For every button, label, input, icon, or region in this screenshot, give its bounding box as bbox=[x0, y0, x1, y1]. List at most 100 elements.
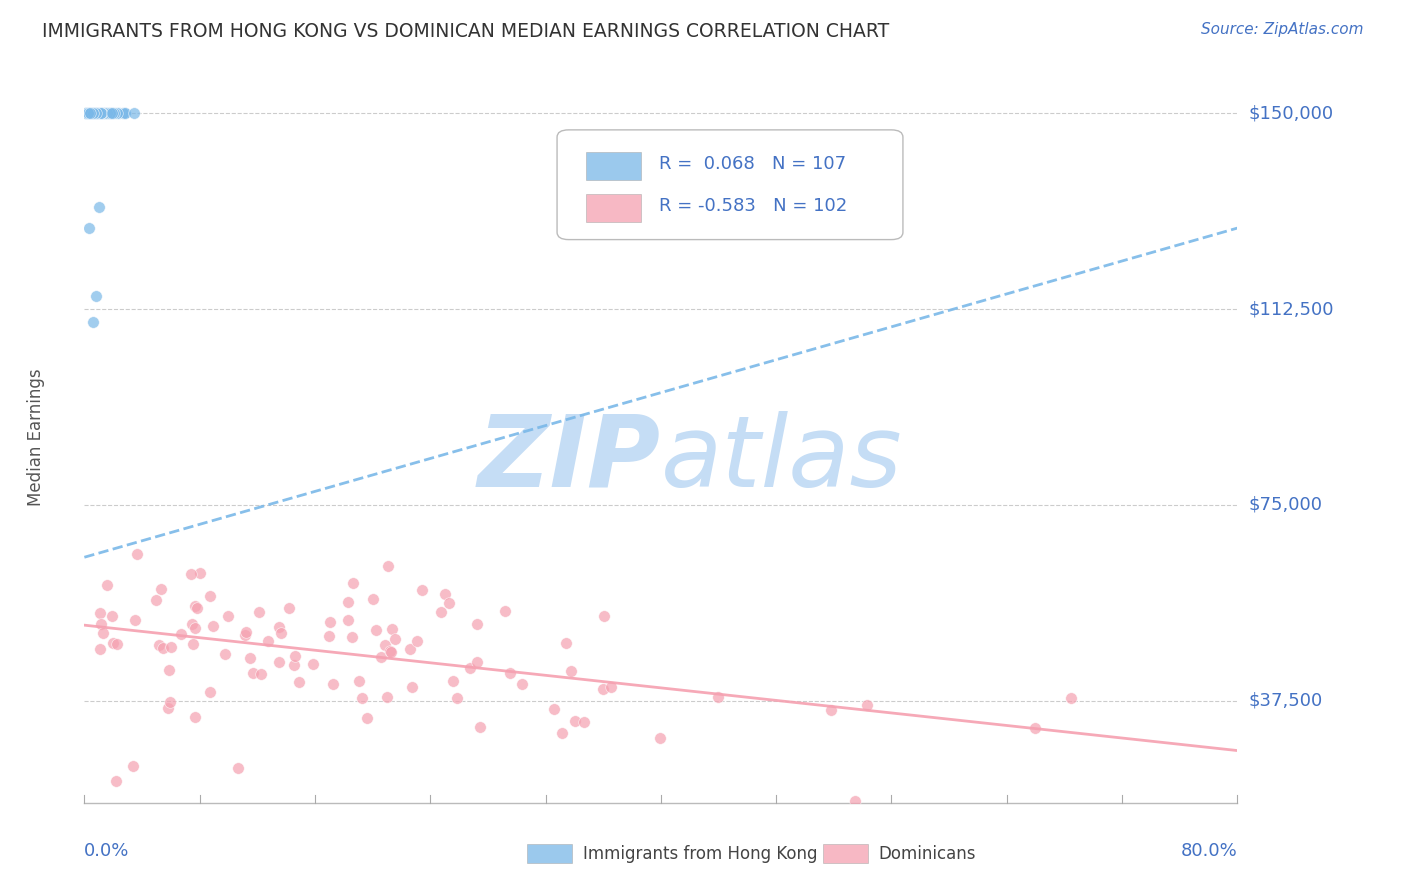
Point bbox=[336, 613, 359, 627]
Point bbox=[82, 106, 104, 120]
Text: $37,500: $37,500 bbox=[1249, 692, 1323, 710]
Point bbox=[512, 677, 534, 691]
Point bbox=[77, 106, 100, 120]
Point bbox=[83, 106, 105, 120]
Point bbox=[198, 589, 221, 603]
Point bbox=[105, 106, 128, 120]
Point bbox=[820, 703, 842, 717]
Point bbox=[82, 106, 104, 120]
Point bbox=[322, 676, 344, 690]
Point bbox=[380, 645, 402, 659]
Point bbox=[399, 642, 422, 657]
Point bbox=[75, 106, 97, 120]
Point bbox=[470, 720, 492, 734]
Point bbox=[352, 691, 374, 706]
Point bbox=[242, 666, 264, 681]
Point bbox=[411, 582, 433, 597]
Point bbox=[75, 106, 97, 120]
Point bbox=[152, 640, 174, 655]
Point bbox=[75, 106, 97, 120]
Point bbox=[494, 604, 516, 618]
Point bbox=[560, 664, 582, 678]
Point bbox=[80, 106, 103, 120]
Point bbox=[98, 106, 121, 120]
Point bbox=[79, 106, 101, 120]
Point bbox=[101, 608, 124, 623]
Point bbox=[184, 710, 207, 724]
Point bbox=[401, 680, 423, 694]
Point bbox=[82, 106, 104, 120]
Point bbox=[543, 702, 565, 716]
Point bbox=[342, 576, 364, 591]
Point bbox=[83, 106, 105, 120]
Point bbox=[75, 106, 97, 120]
Point bbox=[77, 106, 100, 120]
Point bbox=[82, 315, 104, 329]
Point bbox=[124, 106, 146, 120]
Point bbox=[564, 714, 586, 729]
Point bbox=[77, 106, 100, 120]
Point bbox=[76, 106, 98, 120]
Point bbox=[184, 599, 207, 613]
Point bbox=[82, 106, 104, 120]
Point bbox=[76, 106, 98, 120]
Point bbox=[93, 625, 115, 640]
Point bbox=[283, 657, 305, 672]
Point bbox=[82, 106, 104, 120]
Point bbox=[301, 657, 323, 672]
Point bbox=[75, 106, 97, 120]
Point bbox=[114, 106, 136, 120]
Point bbox=[458, 661, 481, 675]
Point bbox=[76, 106, 98, 120]
Point bbox=[75, 106, 97, 120]
Point bbox=[235, 625, 257, 640]
Point bbox=[107, 106, 129, 120]
Point bbox=[226, 761, 249, 775]
Point bbox=[269, 620, 291, 634]
Point bbox=[76, 106, 98, 120]
Point bbox=[437, 596, 460, 610]
Point bbox=[288, 675, 311, 690]
Point bbox=[84, 106, 107, 120]
Point bbox=[75, 106, 97, 120]
Point bbox=[499, 666, 522, 681]
Point bbox=[84, 289, 107, 303]
Point bbox=[124, 613, 146, 627]
Text: Source: ZipAtlas.com: Source: ZipAtlas.com bbox=[1201, 22, 1364, 37]
Point bbox=[90, 106, 112, 120]
Point bbox=[101, 106, 124, 120]
Point bbox=[105, 637, 128, 651]
Point bbox=[103, 106, 125, 120]
Point bbox=[79, 106, 101, 120]
Point bbox=[80, 106, 103, 120]
Point bbox=[145, 593, 167, 607]
Text: 0.0%: 0.0% bbox=[84, 842, 129, 860]
Point bbox=[318, 629, 340, 643]
Point bbox=[198, 684, 221, 698]
Point bbox=[441, 673, 464, 688]
Point bbox=[76, 106, 98, 120]
Point bbox=[188, 566, 211, 580]
Point bbox=[77, 106, 100, 120]
Point bbox=[181, 637, 204, 651]
Point bbox=[84, 106, 107, 120]
Point bbox=[1060, 691, 1083, 706]
Point bbox=[93, 106, 115, 120]
Point bbox=[592, 682, 614, 697]
Point bbox=[98, 106, 121, 120]
Point bbox=[91, 106, 114, 120]
Text: R =  0.068   N = 107: R = 0.068 N = 107 bbox=[658, 155, 845, 173]
FancyBboxPatch shape bbox=[557, 130, 903, 240]
Point bbox=[90, 106, 112, 120]
Text: $75,000: $75,000 bbox=[1249, 496, 1323, 514]
Point bbox=[84, 106, 107, 120]
Point bbox=[217, 609, 239, 624]
Point bbox=[430, 605, 453, 619]
Point bbox=[77, 106, 100, 120]
Point bbox=[366, 624, 388, 638]
Point bbox=[93, 106, 115, 120]
Point bbox=[75, 106, 97, 120]
Point bbox=[75, 106, 97, 120]
Point bbox=[214, 648, 236, 662]
Point bbox=[86, 106, 108, 120]
